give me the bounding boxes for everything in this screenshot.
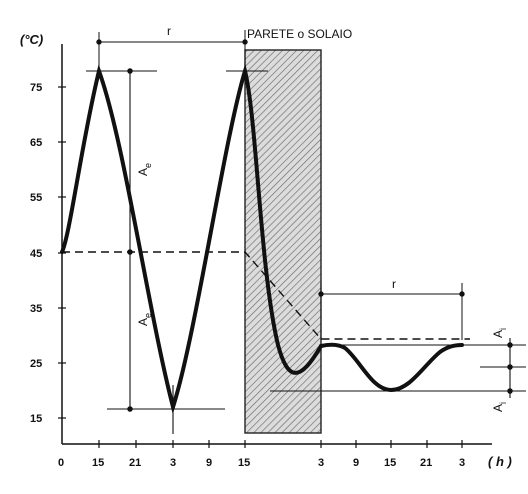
amplitude-int-bottom: Ai (491, 402, 508, 412)
y-tick-label: 65 (30, 137, 42, 149)
y-axis-unit: (°C) (20, 32, 43, 47)
y-tick-label: 35 (30, 303, 42, 315)
y-tick-label: 25 (30, 358, 42, 370)
x-tick-label: 15 (238, 457, 250, 469)
wall-label: PARETE o SOLAIO (247, 27, 352, 41)
amplitude-ext-bottom: Ae (136, 313, 153, 326)
reference-lines-internal (270, 338, 526, 398)
wall-block (244, 49, 322, 434)
y-tick-label: 45 (30, 248, 42, 260)
period-dimension-external (96, 30, 248, 72)
period-dimension-internal (318, 283, 465, 340)
x-tick-label: 3 (459, 457, 465, 469)
x-tick-label: 9 (206, 457, 212, 469)
reference-lines-external (86, 68, 268, 434)
x-tick-label: 3 (318, 457, 324, 469)
amplitude-ext-top: Ae (136, 163, 153, 176)
x-tick-label: 15 (92, 457, 104, 469)
period-label-external: r (167, 24, 171, 38)
x-tick-label: 21 (129, 457, 141, 469)
x-tick-label: 21 (420, 457, 432, 469)
x-ticks (98, 440, 463, 448)
x-tick-label: 9 (353, 457, 359, 469)
mean-dashed-line (62, 251, 470, 340)
y-tick-label: 75 (30, 82, 42, 94)
amplitude-int-top: Ai (491, 328, 508, 338)
y-tick-label: 55 (30, 192, 42, 204)
internal-temperature-curve (319, 342, 464, 393)
x-tick-label: 0 (58, 457, 64, 469)
x-tick-label: 3 (170, 457, 176, 469)
period-label-internal: r (392, 277, 396, 291)
y-tick-label: 15 (30, 413, 42, 425)
x-axis-unit: ( h ) (488, 454, 512, 469)
external-temperature-curve (60, 63, 323, 415)
x-tick-label: 15 (384, 457, 396, 469)
